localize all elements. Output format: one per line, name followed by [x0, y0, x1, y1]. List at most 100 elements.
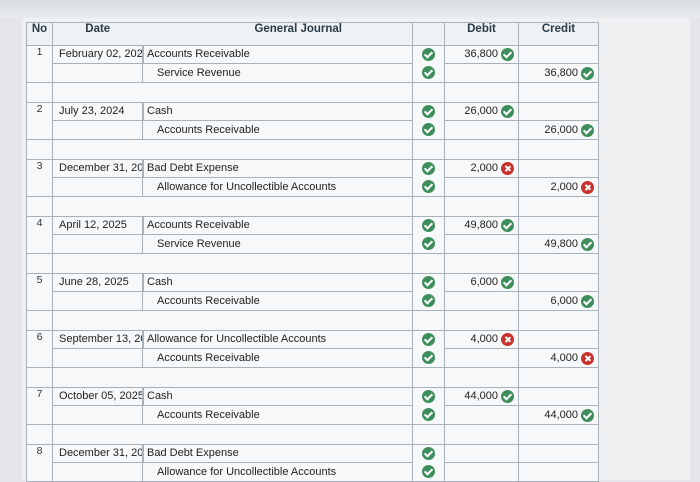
entry-number: 3 [26, 159, 53, 197]
date-field[interactable]: June 28, 2025 [59, 276, 129, 288]
credit-cell [518, 444, 599, 482]
header-debit: Debit [444, 22, 519, 46]
credit-cell: 26,000 [518, 102, 599, 140]
table-header-row: No Date General Journal Debit Credit [26, 22, 599, 46]
date-field[interactable]: December 31, 2024 [59, 162, 142, 174]
check-circle-icon [501, 218, 514, 232]
debit-amount-field[interactable]: 6,000 [470, 276, 498, 288]
date-cell: December 31, 2024 [52, 159, 143, 197]
x-circle-icon [501, 161, 514, 175]
credit-account-field[interactable]: Accounts Receivable [143, 348, 412, 367]
debit-amount-field[interactable]: 2,000 [470, 162, 498, 174]
check-circle-icon [422, 122, 435, 136]
x-circle-icon [581, 351, 594, 365]
credit-account-field[interactable]: Accounts Receivable [143, 120, 412, 139]
credit-amount-field[interactable]: 6,000 [550, 295, 578, 307]
check-circle-icon [501, 104, 514, 118]
row-spacer [26, 196, 599, 217]
check-circle-icon [422, 407, 435, 421]
credit-account-field[interactable]: Accounts Receivable [143, 405, 412, 424]
date-cell: June 28, 2025 [52, 273, 143, 311]
row-spacer [26, 139, 599, 160]
check-circle-icon [581, 294, 594, 308]
date-cell: October 05, 2025 [52, 387, 143, 425]
entry-number: 4 [26, 216, 53, 254]
date-empty [53, 348, 142, 367]
date-field[interactable]: September 13, 2025 [59, 333, 142, 345]
entry-number: 5 [26, 273, 53, 311]
debit-amount-field[interactable]: 36,800 [464, 48, 498, 60]
credit-amount-field[interactable]: 26,000 [544, 124, 578, 136]
credit-cell: 49,800 [518, 216, 599, 254]
date-empty [53, 291, 142, 310]
header-check [412, 22, 445, 46]
header-credit: Credit [518, 22, 599, 46]
debit-account-field[interactable]: Bad Debt Expense [143, 445, 412, 462]
date-cell: July 23, 2024 [52, 102, 143, 140]
journal-entry-row: 6 September 13, 2025Allowance for Uncolle… [26, 330, 599, 368]
date-field[interactable]: December 31, 2025 [59, 447, 142, 459]
x-circle-icon [501, 332, 514, 346]
date-field[interactable]: July 23, 2024 [59, 105, 125, 117]
date-field[interactable]: February 02, 2024 [59, 48, 142, 60]
check-circle-icon [422, 447, 435, 460]
check-cell [412, 444, 445, 482]
check-circle-icon [422, 65, 435, 79]
x-circle-icon [581, 180, 594, 194]
check-cell [412, 216, 445, 254]
date-field[interactable]: April 12, 2025 [59, 219, 127, 231]
check-circle-icon [581, 66, 594, 80]
account-cell: Cash Accounts Receivable [142, 273, 413, 311]
check-cell [412, 387, 445, 425]
debit-account-field[interactable]: Cash [143, 388, 412, 405]
debit-cell: 26,000 [444, 102, 519, 140]
debit-account-field[interactable]: Cash [143, 274, 412, 291]
debit-amount-field[interactable]: 26,000 [464, 105, 498, 117]
debit-cell: 2,000 [444, 159, 519, 197]
credit-account-field[interactable]: Service Revenue [143, 63, 412, 82]
debit-cell: 6,000 [444, 273, 519, 311]
credit-account-field[interactable]: Service Revenue [143, 234, 412, 253]
credit-amount-field[interactable]: 49,800 [544, 238, 578, 250]
debit-account-field[interactable]: Bad Debt Expense [143, 160, 412, 177]
debit-amount-field[interactable]: 49,800 [464, 219, 498, 231]
credit-account-field[interactable]: Allowance for Uncollectible Accounts [143, 177, 412, 196]
account-cell: Bad Debt Expense Allowance for Uncollecti… [142, 444, 413, 482]
credit-cell: 6,000 [518, 273, 599, 311]
account-cell: Bad Debt Expense Allowance for Uncollecti… [142, 159, 413, 197]
check-circle-icon [422, 179, 435, 193]
check-circle-icon [501, 275, 514, 289]
date-field[interactable]: October 05, 2025 [59, 390, 142, 402]
date-empty [53, 120, 142, 139]
debit-account-field[interactable]: Accounts Receivable [143, 217, 412, 234]
credit-account-field[interactable]: Allowance for Uncollectible Accounts [143, 462, 412, 481]
check-cell [412, 45, 445, 83]
check-circle-icon [501, 47, 514, 61]
check-circle-icon [422, 105, 435, 118]
credit-cell: 44,000 [518, 387, 599, 425]
general-journal-table: No Date General Journal Debit Credit 1 Fe… [26, 22, 599, 482]
debit-amount-field[interactable]: 4,000 [470, 333, 498, 345]
entry-number: 2 [26, 102, 53, 140]
debit-account-field[interactable]: Allowance for Uncollectible Accounts [143, 331, 412, 348]
date-empty [53, 234, 142, 253]
credit-amount-field[interactable]: 36,800 [544, 67, 578, 79]
account-cell: Cash Accounts Receivable [142, 387, 413, 425]
credit-amount-field[interactable]: 44,000 [544, 409, 578, 421]
entry-number: 6 [26, 330, 53, 368]
credit-amount-field[interactable]: 2,000 [550, 181, 578, 193]
debit-amount-field[interactable]: 44,000 [464, 390, 498, 402]
debit-cell: 4,000 [444, 330, 519, 368]
credit-amount-field[interactable]: 4,000 [550, 352, 578, 364]
debit-account-field[interactable]: Accounts Receivable [143, 46, 412, 63]
account-cell: Cash Accounts Receivable [142, 102, 413, 140]
date-empty [53, 405, 142, 424]
row-spacer [26, 424, 599, 445]
credit-account-field[interactable]: Accounts Receivable [143, 291, 412, 310]
account-cell: Accounts Receivable Service Revenue [142, 45, 413, 83]
check-cell [412, 159, 445, 197]
journal-entry-row: 1 February 02, 2024 Accounts Receivable Ser… [26, 45, 599, 83]
row-spacer [26, 253, 599, 274]
debit-account-field[interactable]: Cash [143, 103, 412, 120]
account-cell: Allowance for Uncollectible Accounts Acco… [142, 330, 413, 368]
